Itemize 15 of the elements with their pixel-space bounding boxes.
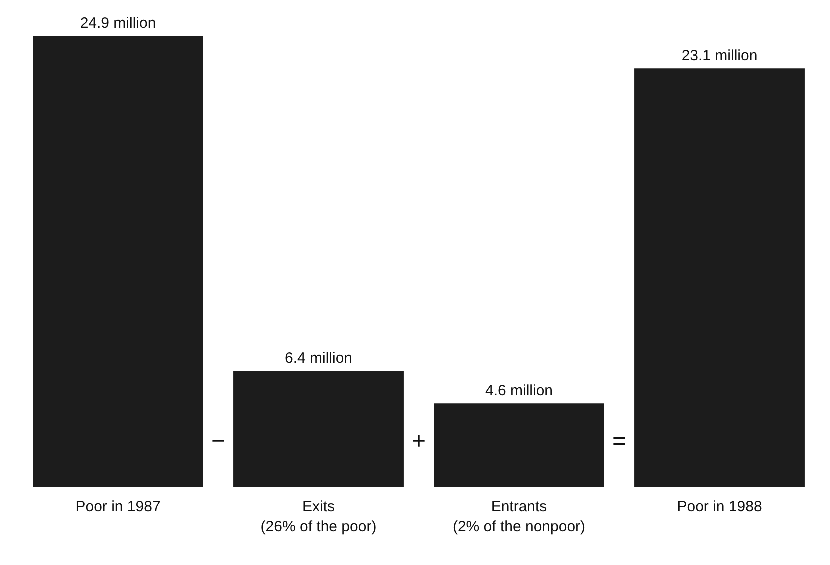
data-label: 23.1 million [682, 48, 758, 65]
bar [234, 371, 404, 487]
bar [33, 36, 204, 487]
annotation: + [412, 428, 426, 456]
annotation: = [612, 428, 627, 456]
x-tick-label: Exits (26% of the poor) [260, 498, 377, 536]
data-label: 4.6 million [485, 382, 554, 400]
annotation: − [211, 428, 226, 456]
x-tick-label: Entrants (2% of the nonpoor) [452, 498, 586, 536]
x-tick-label: Poor in 1988 [677, 498, 762, 516]
data-label: 24.9 million [80, 15, 156, 32]
data-label: 6.4 million [284, 350, 353, 368]
x-tick-label: Poor in 1987 [76, 498, 161, 516]
bar [634, 68, 805, 487]
bar [434, 404, 604, 487]
